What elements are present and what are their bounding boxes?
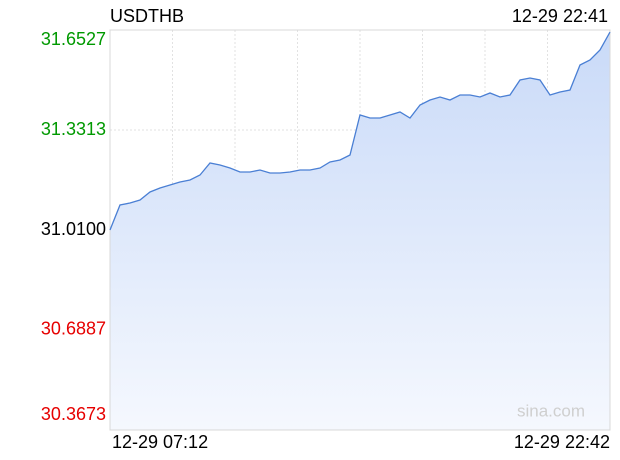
last-time: 12-29 22:41 <box>512 6 608 26</box>
chart-title: USDTHB <box>110 6 184 26</box>
x-end-label: 12-29 22:42 <box>514 432 610 452</box>
x-start-label: 12-29 07:12 <box>112 432 208 452</box>
y-tick-label: 31.6527 <box>41 29 106 49</box>
y-tick-label: 30.6887 <box>41 319 106 339</box>
y-tick-label: 31.0100 <box>41 219 106 239</box>
area <box>110 32 610 430</box>
price-line <box>109 31 611 231</box>
watermark: sina.com <box>517 401 585 420</box>
y-tick-label: 31.3313 <box>41 119 106 139</box>
y-tick-label: 30.3673 <box>41 404 106 424</box>
